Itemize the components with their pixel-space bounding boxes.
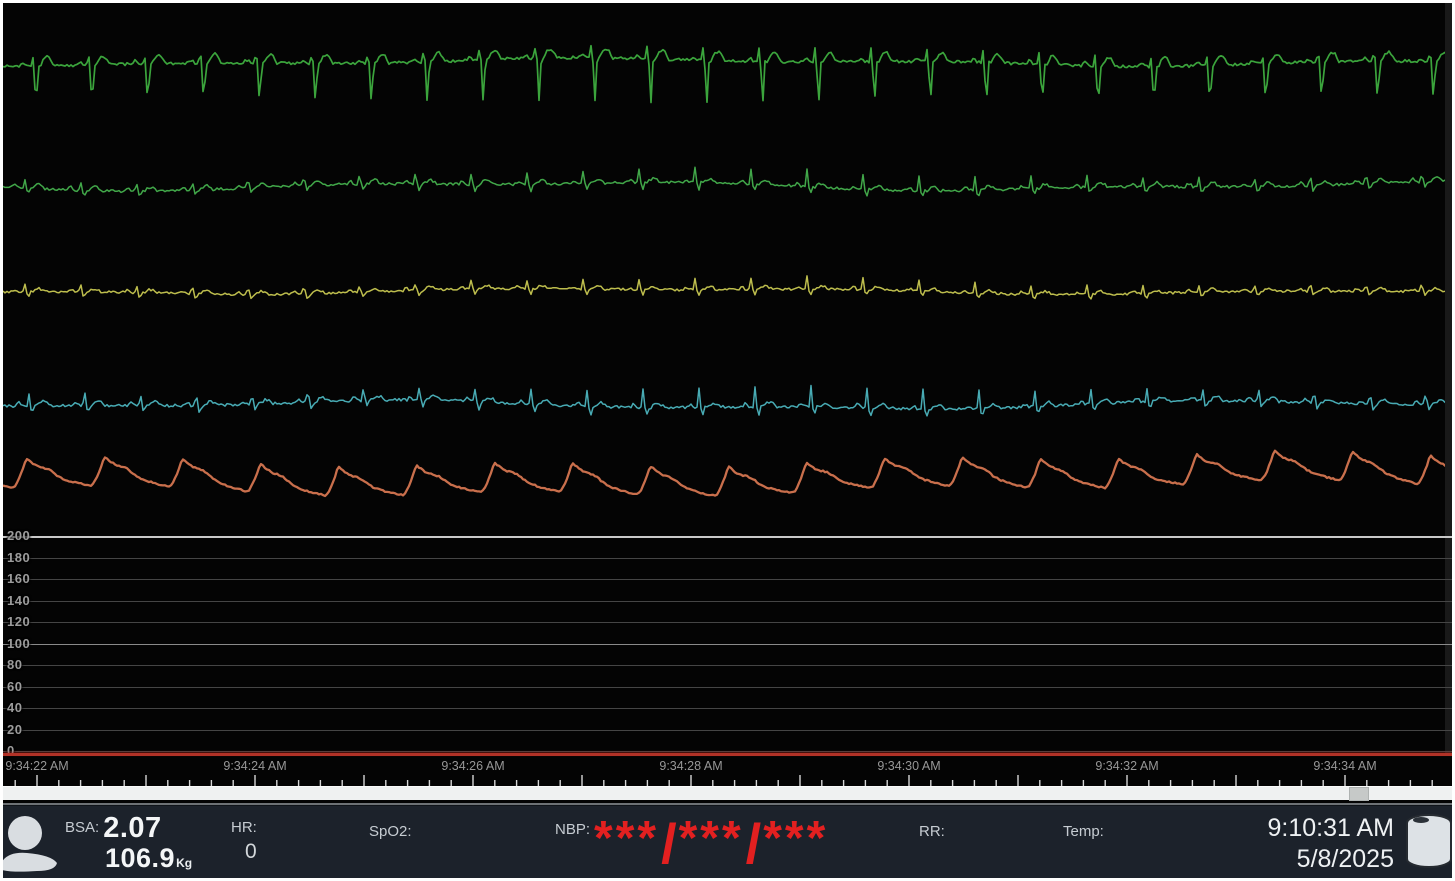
hr-value: 0 [245, 840, 257, 863]
bsa-weight-group: BSA: 2.07 106.9 Kg [65, 812, 193, 874]
nbp-label: NBP: [555, 821, 591, 838]
ecg-wave-lead3 [3, 275, 1452, 300]
grid-line [3, 686, 1452, 688]
waveform-display [3, 44, 1452, 498]
scale-tick-label: 160 [7, 570, 31, 586]
ecg-wave-lead2 [3, 166, 1452, 197]
database-icon[interactable] [1404, 813, 1452, 875]
datetime-group: 9:10:31 AM 5/8/2025 [1268, 813, 1394, 874]
sweep-edge-strip [1445, 3, 1452, 755]
bsa-value: 2.07 [103, 812, 162, 844]
scale-tick-label: 200 [7, 527, 31, 543]
time-tick-label: 9:34:26 AM [441, 759, 505, 773]
time-tick-label: 9:34:22 AM [5, 759, 69, 773]
nbp-slash: / [661, 812, 677, 875]
rr-label: RR: [919, 823, 945, 840]
hr-label: HR: [231, 819, 257, 836]
patient-icon[interactable] [3, 811, 59, 877]
time-tick-label: 9:34:28 AM [659, 759, 723, 773]
nbp-group: NBP: *** / *** / *** [555, 815, 828, 872]
scale-tick-label: 180 [7, 549, 31, 565]
grid-line [3, 600, 1452, 602]
spo2-label: SpO2: [369, 823, 412, 840]
nbp-slash: / [745, 812, 762, 875]
time-tick-label: 9:34:32 AM [1095, 759, 1159, 773]
bsa-label: BSA: [65, 819, 100, 836]
scale-tick-label: 100 [7, 635, 31, 651]
grid-line [3, 579, 1452, 580]
temp-group: Temp: [1063, 823, 1104, 841]
scale-tick-label: 0 [7, 742, 15, 758]
time-tick-label: 9:34:34 AM [1313, 759, 1377, 773]
scrollbar-thumb[interactable] [1349, 787, 1369, 801]
weight-unit: Kg [176, 856, 193, 871]
nbp-stars: *** [594, 812, 660, 865]
ecg-wave-lead1 [3, 44, 1452, 104]
grid-line [3, 557, 1452, 559]
ecg-wave-lead4 [3, 384, 1452, 417]
grid-line [3, 665, 1452, 666]
grid-line [3, 536, 1452, 538]
clock-time: 9:10:31 AM [1267, 814, 1394, 842]
grid-line [3, 729, 1452, 731]
grid-line [3, 708, 1452, 709]
spo2-group: SpO2: [369, 823, 412, 841]
clock-date: 5/8/2025 [1296, 844, 1394, 873]
grid-line [3, 643, 1452, 645]
scale-tick-label: 80 [7, 656, 23, 672]
scale-tick-label: 120 [7, 613, 31, 629]
nbp-stars: *** [763, 812, 829, 865]
time-tick-label: 9:34:24 AM [223, 759, 287, 773]
rr-group: RR: [919, 823, 945, 841]
grid-line [3, 751, 1452, 752]
nbp-value: *** / *** / *** [594, 812, 829, 875]
time-tick-ruler [14, 775, 1433, 786]
scale-tick-label: 140 [7, 592, 31, 608]
grid-line [3, 622, 1452, 623]
time-tick-label: 9:34:30 AM [877, 759, 941, 773]
nbp-stars: *** [678, 812, 744, 865]
pressure-zero-trace [3, 753, 1452, 756]
pulse-wave [3, 449, 1452, 498]
patient-monitor-screen: 200 180 160 140 120 100 80 60 40 20 0 9:34:22 AM 9:… [3, 3, 1452, 878]
status-bar: BSA: 2.07 106.9 Kg HR: 0 SpO2: NBP: *** /… [3, 803, 1452, 878]
scale-tick-label: 60 [7, 678, 23, 694]
weight-value: 106.9 [105, 843, 176, 874]
scale-tick-label: 20 [7, 721, 23, 737]
scale-tick-label: 40 [7, 699, 23, 715]
hr-group: HR: 0 [231, 819, 257, 864]
temp-label: Temp: [1063, 823, 1104, 840]
timeline-scrollbar[interactable] [3, 786, 1452, 801]
